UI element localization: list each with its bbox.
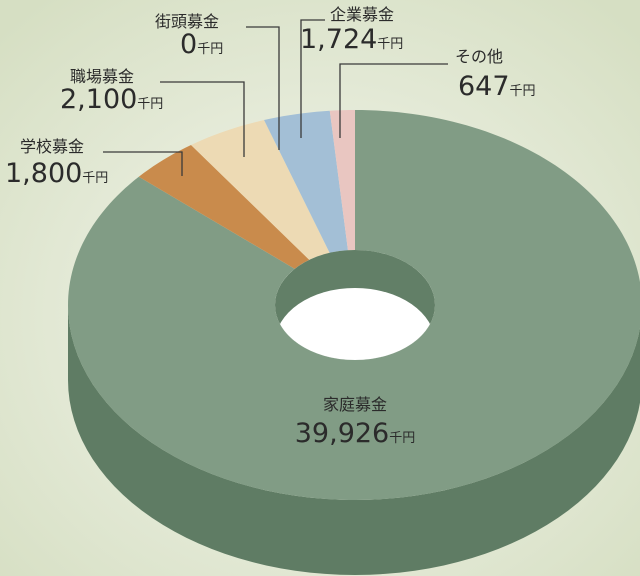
leader-line xyxy=(339,63,448,138)
slice xyxy=(329,110,355,251)
unit-label: 千円 xyxy=(197,42,223,57)
value-label: 2,100 xyxy=(60,84,137,115)
slice xyxy=(264,110,348,253)
slice xyxy=(191,120,330,260)
labels: 家庭募金39,926千円学校募金1,800千円職場募金2,100千円街頭募金0千… xyxy=(5,5,536,449)
value-label-group: 0千円 xyxy=(180,29,223,60)
value-label-group: 2,100千円 xyxy=(60,84,163,115)
category-label: 家庭募金 xyxy=(323,395,387,414)
unit-label: 千円 xyxy=(137,97,163,112)
value-label-group: 1,724千円 xyxy=(300,24,403,55)
value-label: 39,926 xyxy=(295,418,389,449)
unit-label: 千円 xyxy=(82,171,108,186)
leader-line xyxy=(246,26,280,150)
category-label: その他 xyxy=(455,47,503,66)
value-label-group: 1,800千円 xyxy=(5,158,108,189)
category-label: 企業募金 xyxy=(330,5,394,24)
hole xyxy=(275,288,435,360)
category-label: 職場募金 xyxy=(70,67,134,86)
category-label: 学校募金 xyxy=(20,137,84,156)
donut xyxy=(68,110,640,575)
leader-line xyxy=(103,151,183,176)
category-label: 街頭募金 xyxy=(155,12,219,31)
value-label-group: 39,926千円 xyxy=(295,418,416,449)
unit-label: 千円 xyxy=(389,431,415,446)
value-label: 647 xyxy=(458,71,510,102)
unit-label: 千円 xyxy=(377,37,403,52)
value-label: 1,724 xyxy=(300,24,377,55)
side-wall xyxy=(68,305,640,575)
leader-line xyxy=(160,81,245,157)
value-label: 1,800 xyxy=(5,158,82,189)
unit-label: 千円 xyxy=(510,84,536,99)
value-label: 0 xyxy=(180,29,197,60)
value-label-group: 647千円 xyxy=(458,71,536,102)
slice xyxy=(68,110,640,500)
leader-line xyxy=(300,19,325,138)
